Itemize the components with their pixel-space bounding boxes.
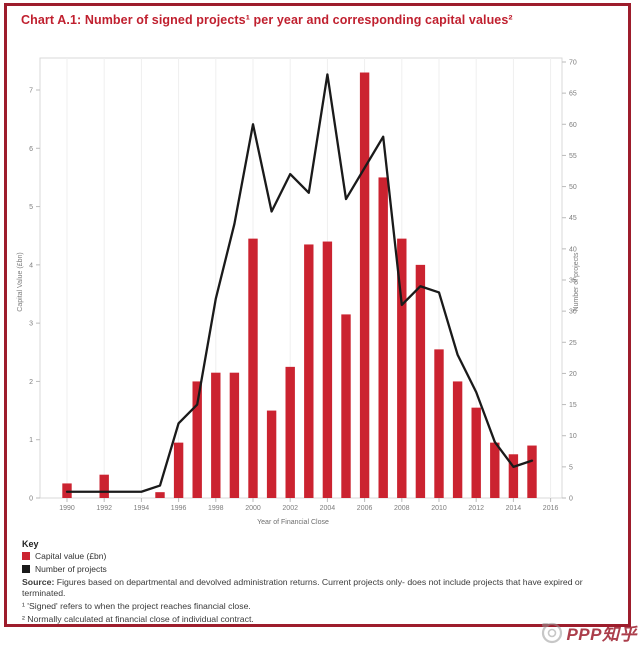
bar-2006 <box>359 72 370 498</box>
left-axis-tick-label: 7 <box>29 88 33 95</box>
bar-1996 <box>173 442 184 498</box>
bar-2005 <box>341 314 351 498</box>
legend-item-capital-value: Capital value (£bn) <box>22 551 106 561</box>
bar-2008 <box>397 238 407 498</box>
watermark-text: PPP知乎 <box>566 624 637 644</box>
legend-label: Capital value (£bn) <box>35 551 107 561</box>
left-axis-tick-label: 1 <box>29 437 33 444</box>
bar-2000 <box>248 238 258 498</box>
right-axis-tick-label: 55 <box>569 153 577 160</box>
x-tick-label: 2008 <box>394 505 410 512</box>
bar-2012 <box>471 407 481 498</box>
x-axis-title: Year of Financial Close <box>257 519 329 526</box>
right-axis-tick-label: 50 <box>569 184 577 191</box>
chart-frame-border <box>4 3 631 627</box>
source-label: Source: <box>22 577 55 587</box>
x-tick-label: 2004 <box>320 505 336 512</box>
left-axis-tick-label: 6 <box>29 146 33 153</box>
bar-2014 <box>508 454 519 498</box>
watermark-camera-icon <box>542 622 563 644</box>
right-axis-tick-label: 0 <box>569 496 573 503</box>
watermark: PPP知乎 <box>538 615 637 649</box>
plot-border <box>39 57 563 499</box>
capital-value-swatch <box>22 552 30 560</box>
right-axis-tick-label: 20 <box>569 371 577 378</box>
x-tick-label: 2002 <box>282 505 298 512</box>
projects-line <box>65 73 534 493</box>
bar-2001 <box>266 410 277 498</box>
left-axis-tick-label: 3 <box>29 321 33 328</box>
bar-1997 <box>192 381 202 498</box>
bar-1992 <box>99 474 109 498</box>
bar-2011 <box>452 381 463 498</box>
bar-2002 <box>285 366 295 498</box>
bar-2004 <box>322 241 333 499</box>
x-tick-label: 2006 <box>357 505 373 512</box>
right-axis-title: Number of projects <box>573 252 580 312</box>
bar-2003 <box>304 244 314 498</box>
x-tick-label: 2010 <box>431 505 447 512</box>
legend-label: Number of projects <box>35 564 107 574</box>
legend-heading: Key <box>22 539 39 549</box>
left-axis-tick-label: 0 <box>29 496 33 503</box>
right-axis-tick-label: 15 <box>569 402 577 409</box>
right-axis-tick-label: 60 <box>569 122 577 129</box>
x-tick-label: 2016 <box>543 505 559 512</box>
right-axis-tick-label: 10 <box>569 433 577 440</box>
left-axis-title: Capital Value (£bn) <box>17 252 24 311</box>
bar-1995 <box>155 492 165 498</box>
right-axis-tick-label: 5 <box>569 464 573 471</box>
right-axis-tick-label: 45 <box>569 215 577 222</box>
footnote-2: ² Normally calculated at financial close… <box>22 614 254 624</box>
bar-1998 <box>211 372 221 498</box>
right-axis-tick-label: 40 <box>569 246 577 253</box>
right-axis-tick-label: 70 <box>569 60 577 67</box>
bar-1999 <box>229 372 240 498</box>
x-tick-label: 2000 <box>245 505 261 512</box>
x-tick-label: 1998 <box>208 505 224 512</box>
source-text: Figures based on departmental and devolv… <box>22 577 583 599</box>
left-axis-tick-label: 2 <box>29 379 33 386</box>
x-tick-label: 2012 <box>468 505 484 512</box>
right-axis-tick-label: 30 <box>569 309 577 316</box>
chart-title: Chart A.1: Number of signed projects¹ pe… <box>21 13 513 27</box>
right-axis-tick-label: 65 <box>569 91 577 98</box>
footnote-1: ¹ 'Signed' refers to when the project re… <box>22 601 251 611</box>
x-tick-label: 1992 <box>96 505 112 512</box>
x-tick-label: 1996 <box>171 505 187 512</box>
bar-2010 <box>434 349 444 498</box>
bar-2009 <box>415 264 426 498</box>
x-tick-label: 2014 <box>506 505 522 512</box>
right-axis-tick-label: 35 <box>569 278 577 285</box>
number-of-projects-swatch <box>22 565 30 573</box>
bar-2015 <box>527 445 537 498</box>
bar-2007 <box>378 177 388 498</box>
left-axis-tick-label: 5 <box>29 204 33 211</box>
bar-2013 <box>490 442 500 498</box>
right-axis-tick-label: 25 <box>569 340 577 347</box>
legend-item-number-of-projects: Number of projects <box>22 564 107 574</box>
left-axis-tick-label: 4 <box>29 262 33 269</box>
x-tick-label: 1994 <box>134 505 150 512</box>
source-note: Source: Figures based on departmental an… <box>22 577 618 600</box>
x-tick-label: 1990 <box>59 505 75 512</box>
